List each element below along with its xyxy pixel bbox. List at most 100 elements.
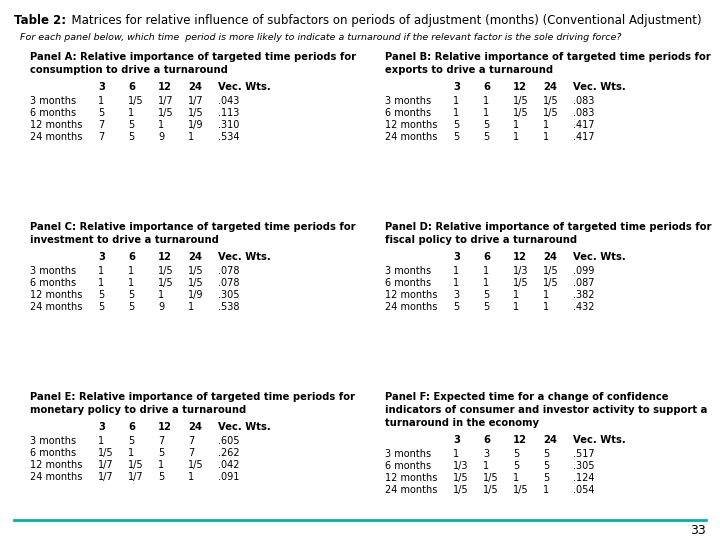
Text: 1: 1 <box>543 290 549 300</box>
Text: 12: 12 <box>158 82 172 92</box>
Text: 1: 1 <box>453 266 459 276</box>
Text: 1/3: 1/3 <box>513 266 528 276</box>
Text: 5: 5 <box>543 473 549 483</box>
Text: 7: 7 <box>188 436 194 446</box>
Text: 3 months: 3 months <box>30 96 76 106</box>
Text: 12: 12 <box>158 422 172 432</box>
Text: 5: 5 <box>98 290 104 300</box>
Text: 1: 1 <box>98 278 104 288</box>
Text: 1: 1 <box>98 436 104 446</box>
Text: 1/5: 1/5 <box>188 460 204 470</box>
Text: 24 months: 24 months <box>30 132 82 142</box>
Text: turnaround in the economy: turnaround in the economy <box>385 418 539 428</box>
Text: 5: 5 <box>98 108 104 118</box>
Text: 1: 1 <box>98 96 104 106</box>
Text: 5: 5 <box>128 290 134 300</box>
Text: 1: 1 <box>543 302 549 312</box>
Text: 7: 7 <box>158 436 164 446</box>
Text: 1/5: 1/5 <box>453 473 469 483</box>
Text: 6 months: 6 months <box>385 108 431 118</box>
Text: 1: 1 <box>158 460 164 470</box>
Text: For each panel below, which time  period is more likely to indicate a turnaround: For each panel below, which time period … <box>20 33 621 42</box>
Text: 1: 1 <box>453 449 459 459</box>
Text: .605: .605 <box>218 436 240 446</box>
Text: 3: 3 <box>483 449 489 459</box>
Text: .305: .305 <box>573 461 595 471</box>
Text: 1: 1 <box>158 120 164 130</box>
Text: 3: 3 <box>98 252 105 262</box>
Text: .087: .087 <box>573 278 595 288</box>
Text: .382: .382 <box>573 290 595 300</box>
Text: 1: 1 <box>483 461 489 471</box>
Text: indicators of consumer and investor activity to support a: indicators of consumer and investor acti… <box>385 405 707 415</box>
Text: .432: .432 <box>573 302 595 312</box>
Text: 6: 6 <box>128 252 135 262</box>
Text: .113: .113 <box>218 108 239 118</box>
Text: 1: 1 <box>453 108 459 118</box>
Text: .417: .417 <box>573 132 595 142</box>
Text: .534: .534 <box>218 132 240 142</box>
Text: Panel F: Expected time for a change of confidence: Panel F: Expected time for a change of c… <box>385 392 668 402</box>
Text: .043: .043 <box>218 96 239 106</box>
Text: 5: 5 <box>483 132 490 142</box>
Text: 1/5: 1/5 <box>128 460 143 470</box>
Text: .417: .417 <box>573 120 595 130</box>
Text: 1/5: 1/5 <box>98 448 114 458</box>
Text: 5: 5 <box>128 302 134 312</box>
Text: 1/5: 1/5 <box>543 108 559 118</box>
Text: Vec. Wts.: Vec. Wts. <box>573 82 626 92</box>
Text: Matrices for relative influence of subfactors on periods of adjustment (months) : Matrices for relative influence of subfa… <box>64 14 701 27</box>
Text: 1: 1 <box>483 96 489 106</box>
Text: 1/7: 1/7 <box>188 96 204 106</box>
Text: 3 months: 3 months <box>30 436 76 446</box>
Text: 6: 6 <box>128 422 135 432</box>
Text: 6: 6 <box>128 82 135 92</box>
Text: 5: 5 <box>483 290 490 300</box>
Text: 1/5: 1/5 <box>453 485 469 495</box>
Text: 9: 9 <box>158 302 164 312</box>
Text: 1: 1 <box>188 302 194 312</box>
Text: 12 months: 12 months <box>385 290 437 300</box>
Text: 1/5: 1/5 <box>543 278 559 288</box>
Text: 1/5: 1/5 <box>513 96 528 106</box>
Text: 5: 5 <box>453 120 459 130</box>
Text: 3 months: 3 months <box>385 96 431 106</box>
Text: 5: 5 <box>158 472 164 482</box>
Text: 1: 1 <box>128 278 134 288</box>
Text: Vec. Wts.: Vec. Wts. <box>573 435 626 445</box>
Text: 6: 6 <box>483 435 490 445</box>
Text: 12 months: 12 months <box>30 120 82 130</box>
Text: 7: 7 <box>98 120 104 130</box>
Text: 3: 3 <box>98 422 105 432</box>
Text: 1: 1 <box>543 132 549 142</box>
Text: 24 months: 24 months <box>30 302 82 312</box>
Text: 1: 1 <box>188 132 194 142</box>
Text: 1/7: 1/7 <box>98 460 114 470</box>
Text: 24: 24 <box>543 82 557 92</box>
Text: exports to drive a turnaround: exports to drive a turnaround <box>385 65 553 75</box>
Text: 6 months: 6 months <box>30 448 76 458</box>
Text: 5: 5 <box>128 436 134 446</box>
Text: 5: 5 <box>453 302 459 312</box>
Text: .124: .124 <box>573 473 595 483</box>
Text: 24 months: 24 months <box>385 485 437 495</box>
Text: 1/7: 1/7 <box>158 96 174 106</box>
Text: 3: 3 <box>98 82 105 92</box>
Text: 3: 3 <box>453 435 460 445</box>
Text: consumption to drive a turnaround: consumption to drive a turnaround <box>30 65 228 75</box>
Text: .099: .099 <box>573 266 595 276</box>
Text: .517: .517 <box>573 449 595 459</box>
Text: 1/7: 1/7 <box>128 472 143 482</box>
Text: 5: 5 <box>98 302 104 312</box>
Text: 7: 7 <box>98 132 104 142</box>
Text: 5: 5 <box>453 132 459 142</box>
Text: 3: 3 <box>453 252 460 262</box>
Text: Vec. Wts.: Vec. Wts. <box>573 252 626 262</box>
Text: 6: 6 <box>483 82 490 92</box>
Text: 5: 5 <box>128 120 134 130</box>
Text: 1/9: 1/9 <box>188 290 204 300</box>
Text: 1/5: 1/5 <box>513 278 528 288</box>
Text: .091: .091 <box>218 472 239 482</box>
Text: 3 months: 3 months <box>385 266 431 276</box>
Text: 1: 1 <box>128 266 134 276</box>
